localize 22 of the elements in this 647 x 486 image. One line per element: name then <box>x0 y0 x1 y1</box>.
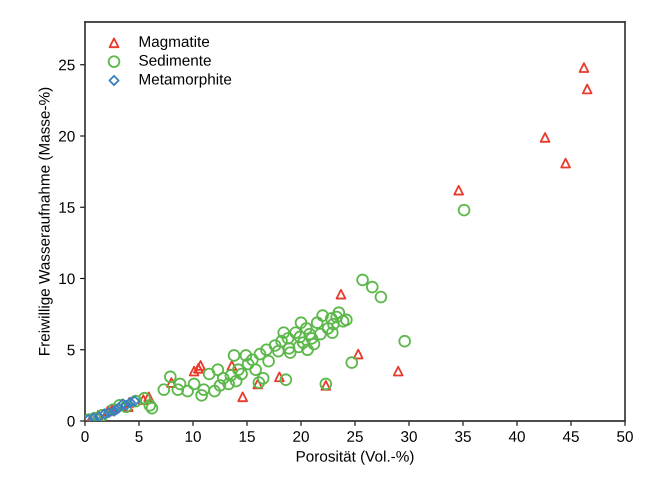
y-tick-label: 10 <box>59 273 75 284</box>
y-tick-label: 5 <box>67 344 75 356</box>
x-tick-label: 0 <box>81 431 89 442</box>
x-tick-label: 20 <box>293 431 309 442</box>
y-tick-label: 0 <box>67 416 75 427</box>
y-tick-label: 25 <box>59 60 75 70</box>
legend-label: Sedimente <box>139 54 211 66</box>
y-axis-title: Freiwillige Wasseraufnahme (Masse-%) <box>38 88 53 355</box>
x-tick-label: 10 <box>186 431 201 442</box>
legend-label: Magmatite <box>140 36 210 50</box>
x-axis-title: Porosität (Vol.-%) <box>296 450 414 465</box>
x-tick-label: 30 <box>401 431 417 442</box>
x-tick-label: 5 <box>135 431 143 442</box>
x-tick-label: 15 <box>240 431 255 442</box>
y-tick-label: 20 <box>59 130 75 142</box>
legend-label: Metamorphite <box>140 73 232 88</box>
y-tick-label: 15 <box>59 202 75 213</box>
x-tick-label: 40 <box>508 431 525 442</box>
x-tick-label: 35 <box>455 431 471 442</box>
x-tick-label: 45 <box>562 431 579 442</box>
x-tick-label: 25 <box>347 431 363 442</box>
x-tick-label: 50 <box>617 431 633 442</box>
